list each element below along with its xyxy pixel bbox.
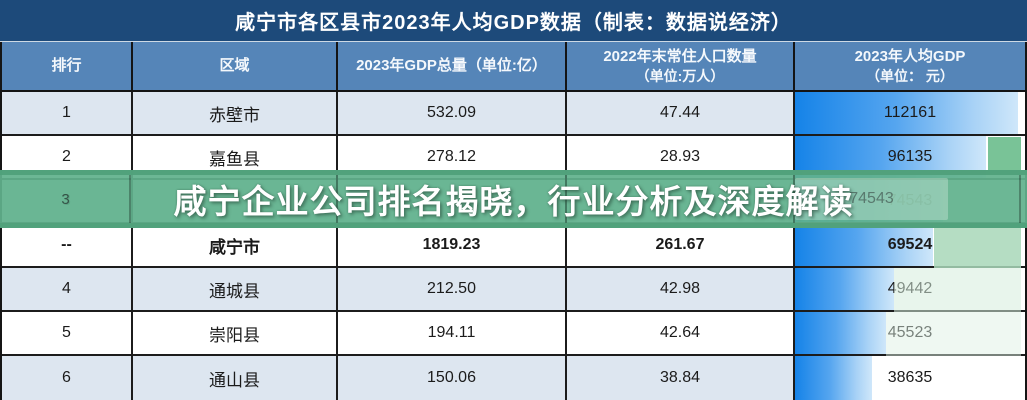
population-cell: 261.67 <box>567 224 795 266</box>
header-cell-rank: 排行 <box>2 42 133 90</box>
per-capita-cell: 112161 <box>795 92 1025 134</box>
header-cell-per-capita: 2023年人均GDP （单位： 元） <box>795 42 1025 90</box>
see-through-border <box>565 175 567 223</box>
header-sublabel: （单位:万人） <box>635 67 725 84</box>
per-capita-value: 69524 <box>887 236 933 253</box>
per-capita-bar <box>795 356 873 400</box>
header-label: 2023年GDP总量（单位:亿） <box>356 57 547 75</box>
gdp-cell: 212.50 <box>338 268 567 310</box>
header-label: 排行 <box>51 57 82 75</box>
rank-cell: 5 <box>2 312 133 354</box>
per-capita-bar <box>795 92 1019 134</box>
per-capita-value: 49442 <box>887 280 933 297</box>
rank-cell: 6 <box>2 356 133 400</box>
rank-cell: 4 <box>2 268 133 310</box>
see-through-border <box>129 175 131 223</box>
per-capita-bar <box>795 224 933 266</box>
per-capita-value: 96135 <box>887 148 933 165</box>
gdp-cell: 194.11 <box>338 312 567 354</box>
population-cell: 47.44 <box>567 92 795 134</box>
region-cell: 赤壁市 <box>133 92 338 134</box>
watermark-banner: 3 74543 咸宁企业公司排名揭晓，行业分析及深度解读 <box>0 170 1027 228</box>
table-header-row: 排行 区域 2023年GDP总量（单位:亿） 2022年末常住人口数量 （单位:… <box>2 42 1025 92</box>
per-capita-value: 112161 <box>883 104 937 121</box>
per-capita-bar <box>795 268 894 310</box>
per-capita-cell: 69524 <box>795 224 1025 266</box>
header-cell-population: 2022年末常住人口数量 （单位:万人） <box>567 42 795 90</box>
header-label: 2022年末常住人口数量 <box>603 48 757 66</box>
table-row: 4 通城县 212.50 42.98 49442 <box>2 268 1025 312</box>
rank-cell: 2 <box>2 136 133 178</box>
gdp-cell: 278.12 <box>338 136 567 178</box>
per-capita-cell: 38635 <box>795 356 1025 400</box>
watermark-headline: 咸宁企业公司排名揭晓，行业分析及深度解读 <box>173 183 854 220</box>
per-capita-cell: 45523 <box>795 312 1025 354</box>
table-body: 1 赤壁市 532.09 47.44 112161 2 嘉鱼县 278.12 2… <box>2 92 1025 400</box>
table-row: 1 赤壁市 532.09 47.44 112161 <box>2 92 1025 136</box>
see-through-border <box>336 175 338 223</box>
gdp-cell: 150.06 <box>338 356 567 400</box>
table-row: -- 咸宁市 1819.23 261.67 69524 <box>2 224 1025 268</box>
region-cell: 嘉鱼县 <box>133 136 338 178</box>
header-sublabel: （单位： 元） <box>866 67 954 84</box>
header-label: 2023年人均GDP <box>854 48 966 66</box>
page-title: 咸宁市各区县市2023年人均GDP数据（制表：数据说经济） <box>0 0 1027 42</box>
see-through-border <box>1019 175 1021 223</box>
header-cell-region: 区域 <box>133 42 338 90</box>
watermark-green-block <box>988 137 1021 170</box>
per-capita-cell: 49442 <box>795 268 1025 310</box>
per-capita-value: 45523 <box>887 324 933 341</box>
gdp-cell: 1819.23 <box>338 224 567 266</box>
region-cell: 通城县 <box>133 268 338 310</box>
see-through-border <box>793 175 795 223</box>
population-cell: 38.84 <box>567 356 795 400</box>
header-cell-gdp: 2023年GDP总量（单位:亿） <box>338 42 567 90</box>
population-cell: 42.64 <box>567 312 795 354</box>
region-cell: 崇阳县 <box>133 312 338 354</box>
obscured-rank-value: 3 <box>61 190 70 208</box>
obscured-per-capita-value: 74543 <box>795 178 948 220</box>
population-cell: 42.98 <box>567 268 795 310</box>
header-label: 区域 <box>219 57 250 75</box>
rank-cell: -- <box>2 224 133 266</box>
rank-cell: 1 <box>2 92 133 134</box>
table-row: 5 崇阳县 194.11 42.64 45523 <box>2 312 1025 356</box>
population-cell: 28.93 <box>567 136 795 178</box>
table-row: 6 通山县 150.06 38.84 38635 <box>2 356 1025 400</box>
region-cell: 咸宁市 <box>133 224 338 266</box>
per-capita-bar <box>795 312 886 354</box>
region-cell: 通山县 <box>133 356 338 400</box>
gdp-cell: 532.09 <box>338 92 567 134</box>
per-capita-value: 38635 <box>887 369 933 386</box>
